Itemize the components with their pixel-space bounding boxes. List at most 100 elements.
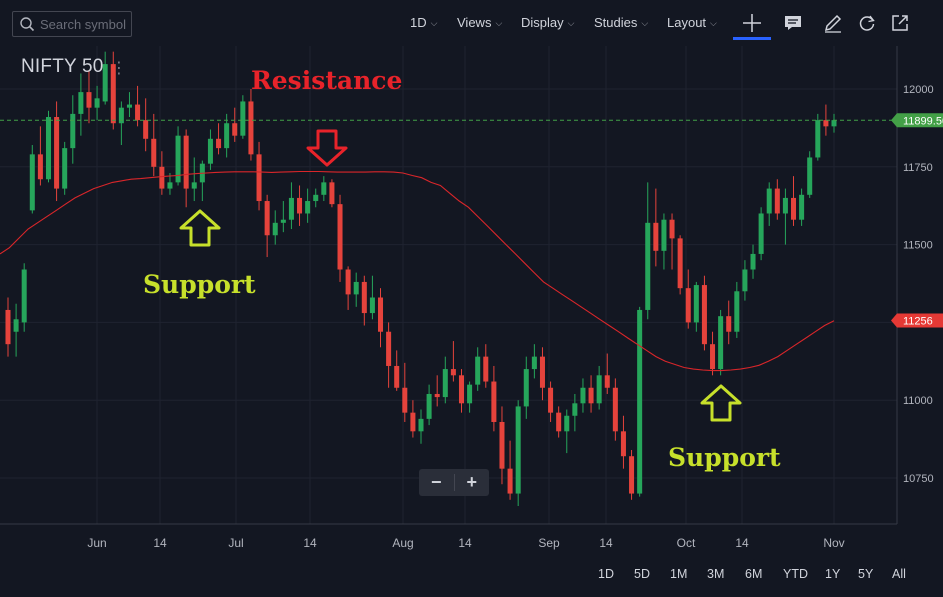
candle-body [329, 182, 335, 205]
candle-body [337, 204, 343, 270]
symbol-search[interactable] [12, 11, 132, 37]
candle-body [515, 406, 521, 494]
candle-body [458, 375, 465, 404]
candle-body [693, 285, 699, 323]
refresh-icon[interactable] [856, 12, 878, 34]
range-3m-button[interactable]: 3M [707, 567, 725, 581]
candle-body [669, 219, 675, 239]
y-tick-label: 12000 [903, 84, 934, 96]
candle-body [612, 387, 618, 432]
last-price-tag: 11899.50 [903, 115, 943, 127]
candle-body [629, 456, 635, 494]
crosshair-icon[interactable] [741, 12, 763, 34]
x-tick-label: Jul [228, 536, 243, 550]
moving-average-line [0, 170, 835, 372]
layout-label: Layout [667, 15, 707, 30]
candle-body [774, 188, 780, 214]
pencil-icon[interactable] [822, 12, 844, 34]
candle-body [264, 201, 270, 236]
candle-body [232, 123, 238, 136]
candle-body [604, 375, 610, 388]
candle-body [240, 101, 246, 136]
candle-body [491, 381, 497, 422]
candle-body [272, 222, 278, 236]
popout-icon[interactable] [889, 12, 911, 34]
candle-body [677, 238, 683, 289]
candle-body [62, 148, 68, 189]
candle-body [207, 138, 213, 164]
candle-body [94, 98, 100, 108]
candle-body [548, 387, 554, 413]
candle-body [21, 269, 27, 323]
range-1y-button[interactable]: 1Y [825, 567, 841, 581]
chart-area[interactable]: 120001175011500112501100010750Jun14Jul14… [0, 46, 943, 597]
x-tick-label: 14 [153, 536, 167, 550]
zoom-in-button[interactable]: + [466, 472, 477, 492]
candle-body [661, 219, 667, 251]
candle-body [450, 369, 456, 376]
candle-body [410, 412, 416, 432]
range-ytd-button[interactable]: YTD [783, 567, 808, 581]
candle-body [224, 123, 230, 149]
candle-body [183, 135, 189, 189]
y-tick-label: 11500 [903, 240, 933, 252]
candle-body [280, 219, 286, 223]
display-menu[interactable]: Display ⌵ [521, 15, 574, 30]
support-arrow-1-icon [179, 209, 221, 247]
candle-body [110, 64, 116, 124]
search-icon [20, 17, 35, 32]
range-1d-button[interactable]: 1D [598, 567, 614, 581]
candle-body [37, 154, 43, 180]
x-tick-label: 14 [458, 536, 472, 550]
candlestick-chart[interactable]: 120001175011500112501100010750Jun14Jul14… [0, 46, 943, 597]
chevron-down-icon: ⌵ [495, 18, 503, 28]
candle-body [807, 157, 813, 195]
comment-icon[interactable] [782, 12, 804, 34]
interval-menu[interactable]: 1D ⌵ [410, 15, 437, 30]
range-all-button[interactable]: All [892, 567, 906, 581]
candle-body [418, 418, 424, 432]
candle-body [126, 104, 132, 108]
active-tool-indicator [733, 37, 771, 40]
range-1m-button[interactable]: 1M [670, 567, 688, 581]
candle-body [135, 104, 141, 121]
views-menu[interactable]: Views ⌵ [457, 15, 502, 30]
range-5y-button[interactable]: 5Y [858, 567, 874, 581]
candle-body [467, 384, 473, 404]
candle-body [815, 120, 821, 158]
zoom-separator [453, 474, 455, 491]
ma-value-tag-bg [891, 313, 943, 328]
search-input[interactable] [40, 16, 130, 32]
candle-body [507, 468, 513, 494]
candle-body [256, 154, 262, 202]
candle-body [475, 356, 481, 385]
candle-body [750, 253, 756, 270]
candle-body [758, 213, 764, 254]
x-tick-label: Jun [87, 536, 106, 550]
more-vertical-icon[interactable]: ⋮ [111, 60, 127, 77]
candle-body [580, 387, 586, 404]
candle-body [596, 375, 602, 404]
interval-label: 1D [410, 15, 427, 30]
range-6m-button[interactable]: 6M [745, 567, 763, 581]
candle-body [143, 120, 149, 139]
resistance-arrow-icon [306, 129, 348, 167]
candle-body [442, 369, 448, 398]
chevron-down-icon: ⌵ [641, 18, 649, 28]
ma-value-tag: 11256 [903, 316, 933, 328]
y-tick-label: 11000 [903, 395, 933, 407]
zoom-out-button[interactable]: − [430, 472, 442, 492]
candle-body [572, 403, 578, 416]
layout-menu[interactable]: Layout ⌵ [667, 15, 717, 30]
top-toolbar: 1D⌵ Views⌵ Display⌵ Studies⌵ Layout⌵ [0, 0, 943, 46]
candle-body [531, 356, 537, 370]
candle-body [377, 297, 384, 332]
range-5d-button[interactable]: 5D [634, 567, 650, 581]
candle-body [718, 316, 724, 370]
studies-menu[interactable]: Studies ⌵ [594, 15, 648, 30]
x-tick-label: Aug [392, 536, 413, 550]
candle-body [523, 369, 529, 407]
candle-body [78, 92, 84, 114]
x-tick-label: 14 [303, 536, 317, 550]
candle-body [831, 120, 837, 127]
